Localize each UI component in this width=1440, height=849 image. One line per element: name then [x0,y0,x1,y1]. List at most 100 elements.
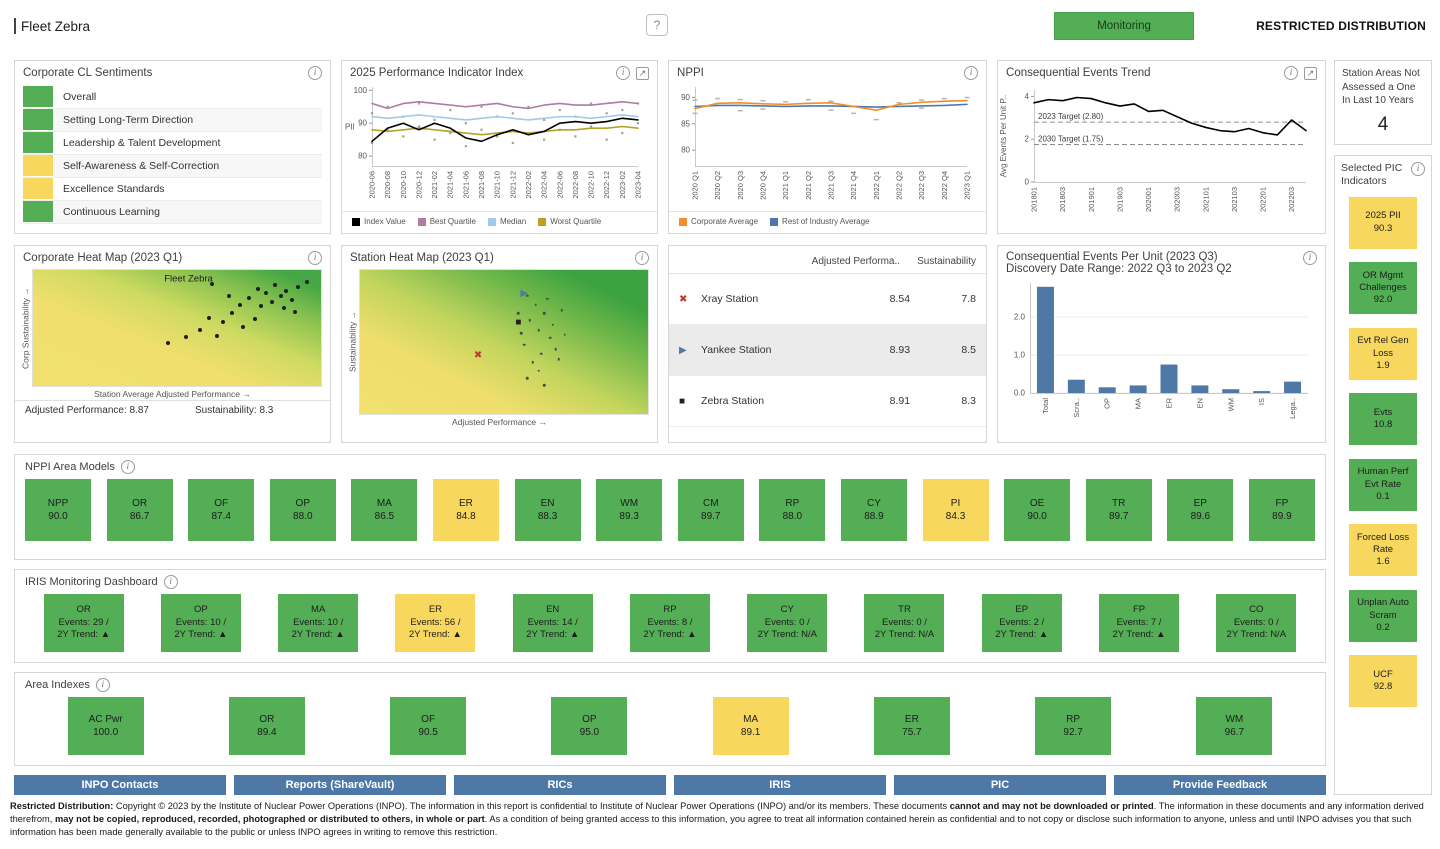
nppi-area-tile-tr[interactable]: TR 89.7 [1085,479,1152,541]
area-index-tile-ma[interactable]: MA 89.1 [712,697,789,755]
nppi-area-tile-rp[interactable]: RP 88.0 [759,479,826,541]
area-index-tile-wm[interactable]: WM 96.7 [1196,697,1273,755]
sentiment-color-square [23,132,53,154]
area-index-tile-or[interactable]: OR 89.4 [228,697,305,755]
legend-item: Median [487,217,526,226]
cl-sentiment-row[interactable]: Setting Long-Term Direction [23,109,323,132]
iris-tile-or[interactable]: OR Events: 29 /2Y Trend: ▲ [43,594,124,652]
monitoring-button[interactable]: Monitoring [1054,12,1195,40]
events-trend-line-chart[interactable]: 0 2 4 201801 201803 201901 201903 202001 202003 2… [998,82,1316,228]
area-index-tile-er[interactable]: ER 75.7 [873,697,950,755]
pic-tile-2025-pii[interactable]: 2025 PII 90.3 [1349,196,1417,249]
cl-sentiment-row[interactable]: Excellence Standards [23,178,323,201]
nppi-area-tile-npp[interactable]: NPP 90.0 [25,479,91,541]
cl-sentiment-row[interactable]: Overall [23,86,323,109]
open-external-icon[interactable] [636,66,650,80]
info-icon[interactable] [95,678,110,692]
indicator-name: Forced Loss Rate [1356,531,1410,556]
cl-sentiment-row[interactable]: Leadership & Talent Development [23,132,323,155]
pii-line-chart[interactable]: 80 90 100 2020-06 2020-08 2020-10 2020-12 2021-… [342,82,646,206]
area-value: 75.7 [902,727,922,738]
svg-text:2021-12: 2021-12 [508,171,517,199]
nav-button-provide-feedback[interactable]: Provide Feedback [1114,775,1326,795]
nppi-area-tile-er[interactable]: ER 84.8 [432,479,499,541]
pic-tile-evts[interactable]: Evts 10.8 [1349,393,1417,446]
nppi-area-tile-fp[interactable]: FP 89.9 [1248,479,1315,541]
pic-tile-unplan-auto-scram[interactable]: Unplan Auto Scram 0.2 [1349,589,1417,642]
nppi-area-tile-cm[interactable]: CM 89.7 [677,479,744,541]
info-icon[interactable] [1411,161,1425,176]
area-code: TR [1112,498,1126,509]
svg-text:2021-10: 2021-10 [493,171,502,199]
nppi-area-tile-op[interactable]: OP 88.0 [269,479,336,541]
info-icon[interactable] [1303,251,1317,265]
heatmap-point [517,311,520,315]
iris-tile-co[interactable]: CO Events: 0 /2Y Trend: N/A [1216,594,1297,652]
nppi-area-tile-en[interactable]: EN 88.3 [514,479,581,541]
iris-tile-er[interactable]: ER Events: 56 /2Y Trend: ▲ [395,594,476,652]
info-icon[interactable] [308,66,323,80]
iris-tile-en[interactable]: EN Events: 14 /2Y Trend: ▲ [512,594,593,652]
sustainability-column-header: Sustainability [917,256,977,267]
info-icon[interactable] [964,66,979,80]
info-icon[interactable] [308,251,323,265]
area-index-tile-op[interactable]: OP 95.0 [551,697,628,755]
station-row[interactable]: ▶ Yankee Station 8.93 8.5 [669,325,987,376]
station-row[interactable]: ■ Zebra Station 8.91 8.3 [669,376,987,427]
nppi-area-tile-ep[interactable]: EP 89.6 [1167,479,1234,541]
info-icon[interactable] [1284,66,1298,80]
open-external-icon[interactable] [1304,66,1317,80]
nppi-area-tile-cy[interactable]: CY 88.9 [840,479,907,541]
iris-tile-op[interactable]: OP Events: 10 /2Y Trend: ▲ [160,594,241,652]
nppi-area-tile-ma[interactable]: MA 86.5 [351,479,418,541]
heatmap-point [304,279,309,284]
nppi-area-tile-pi[interactable]: PI 84.3 [922,479,989,541]
info-icon[interactable] [616,66,631,80]
pic-tile-forced-loss-rate[interactable]: Forced Loss Rate 1.6 [1349,524,1417,577]
nppi-line-chart[interactable]: 80 85 90 2020 Q1 2020 Q2 2020 Q3 2020 Q4 2021 Q… [669,82,975,206]
heatmap-point [293,309,298,314]
nav-button-inpo-contacts[interactable]: INPO Contacts [14,775,226,795]
area-index-tile-of[interactable]: OF 90.5 [390,697,467,755]
pic-tile-evt-rel-gen-loss[interactable]: Evt Rel Gen Loss 1.9 [1349,327,1417,380]
iris-tile-ep[interactable]: EP Events: 2 /2Y Trend: ▲ [981,594,1062,652]
svg-text:MA: MA [1134,398,1143,409]
pic-tile-human-perf-evt-rate[interactable]: Human Perf Evt Rate 0.1 [1349,458,1417,511]
nppi-area-tile-oe[interactable]: OE 90.0 [1004,479,1071,541]
area-code: TR [898,604,911,616]
nppi-area-tile-or[interactable]: OR 86.7 [106,479,173,541]
nav-button-iris[interactable]: IRIS [674,775,886,795]
pic-tile-ucf[interactable]: UCF 92.8 [1349,655,1417,708]
station-marker[interactable]: ■ [515,317,522,329]
cl-sentiment-row[interactable]: Continuous Learning [23,201,323,224]
info-icon[interactable] [635,251,650,265]
events-per-unit-bar-chart[interactable]: 0.0 1.0 2.0 Total Scra.. OP MA ER EN WM IS Lega.. [998,277,1314,433]
info-icon[interactable] [163,575,178,589]
iris-tile-cy[interactable]: CY Events: 0 /2Y Trend: N/A [747,594,828,652]
iris-tile-fp[interactable]: FP Events: 7 /2Y Trend: ▲ [1099,594,1180,652]
nav-button-pic[interactable]: PIC [894,775,1106,795]
area-index-tile-ac-pwr[interactable]: AC Pwr 100.0 [67,697,144,755]
cl-sentiment-row[interactable]: Self-Awareness & Self-Correction [23,155,323,178]
corporate-heat-map[interactable]: Fleet Zebra [32,269,323,387]
info-icon[interactable] [120,460,135,474]
nav-button-rics[interactable]: RICs [454,775,666,795]
iris-tiles: OR Events: 29 /2Y Trend: ▲ OP Events: 10 /2… [25,594,1315,652]
iris-tile-ma[interactable]: MA Events: 10 /2Y Trend: ▲ [278,594,359,652]
area-index-tile-rp[interactable]: RP 92.7 [1035,697,1112,755]
nppi-area-tile-of[interactable]: OF 87.4 [188,479,255,541]
iris-tile-tr[interactable]: TR Events: 0 /2Y Trend: N/A [864,594,945,652]
station-marker[interactable]: ▶ [520,288,529,300]
station-row[interactable]: ✖ Xray Station 8.54 7.8 [669,274,987,325]
restricted-distribution-footer: Restricted Distribution: Copyright © 202… [0,795,1440,849]
iris-tile-rp[interactable]: RP Events: 8 /2Y Trend: ▲ [629,594,710,652]
help-icon[interactable]: ? [646,14,668,36]
pic-tile-or-mgmt-challenges[interactable]: OR Mgmt Challenges 92.0 [1349,262,1417,315]
svg-text:2: 2 [1025,135,1030,144]
station-marker[interactable]: ✖ [473,350,483,362]
area-value: 88.0 [782,511,803,522]
nav-button-reports-sharevault-[interactable]: Reports (ShareVault) [234,775,446,795]
station-heat-map[interactable]: ✖ ▶ ■ [359,269,650,415]
heatmap-point [525,294,529,298]
nppi-area-tile-wm[interactable]: WM 89.3 [596,479,663,541]
